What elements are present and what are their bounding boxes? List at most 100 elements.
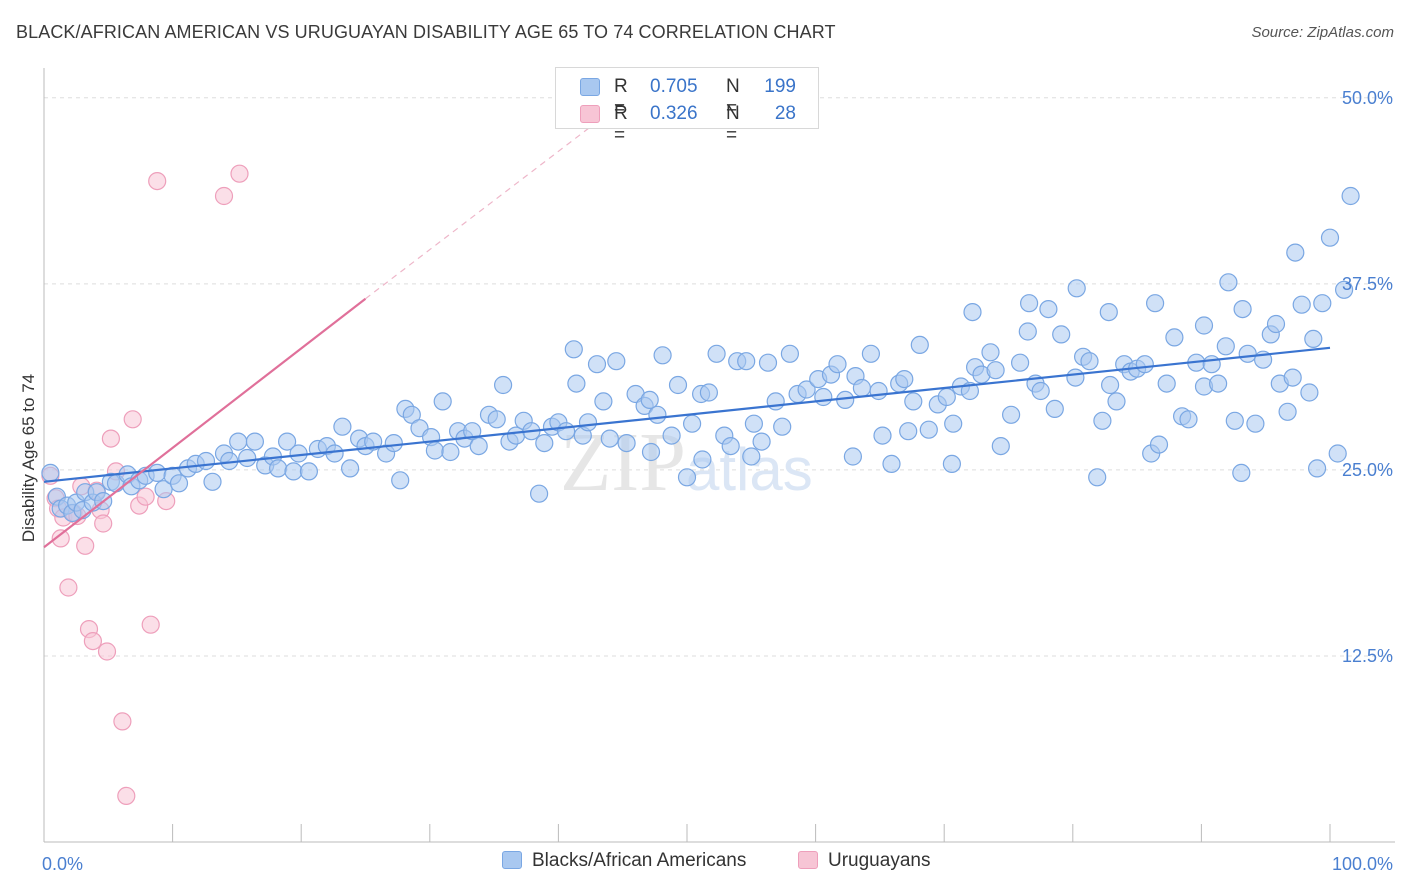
uruguayan-point bbox=[117, 786, 136, 806]
black-african-american-point bbox=[1039, 300, 1058, 319]
black-african-american-point bbox=[737, 352, 756, 371]
uruguayan-point bbox=[51, 529, 70, 548]
uruguayan-point bbox=[113, 712, 132, 731]
black-african-american-point bbox=[742, 447, 761, 466]
blacks-points bbox=[41, 186, 1360, 523]
black-african-american-point bbox=[600, 429, 619, 448]
black-african-american-point bbox=[469, 437, 488, 456]
y-tick-label: 12.5% bbox=[1342, 646, 1393, 666]
black-african-american-point bbox=[682, 414, 702, 433]
black-african-american-point bbox=[289, 444, 308, 463]
tick-labels: 12.5% 25.0% 37.5% 50.0% 0.0% 100.0% bbox=[42, 88, 1393, 874]
black-african-american-point bbox=[744, 414, 764, 433]
bottom-legend-label: Blacks/African Americans bbox=[532, 850, 747, 871]
black-african-american-point bbox=[587, 355, 607, 374]
black-african-american-point bbox=[1328, 444, 1347, 463]
black-african-american-point bbox=[564, 340, 583, 359]
black-african-american-point bbox=[773, 417, 792, 436]
black-african-american-point bbox=[986, 361, 1005, 380]
legend-r-label: R = bbox=[614, 76, 628, 119]
legend-n-label: N = bbox=[726, 103, 740, 146]
black-african-american-point bbox=[1238, 344, 1257, 363]
bottom-legend-swatch-pink bbox=[798, 851, 818, 869]
black-african-american-point bbox=[1300, 383, 1319, 402]
black-african-american-point bbox=[1001, 405, 1021, 424]
black-african-american-point bbox=[1010, 353, 1030, 372]
black-african-american-point bbox=[1225, 411, 1244, 430]
black-african-american-point bbox=[441, 442, 460, 462]
black-african-american-point bbox=[578, 413, 598, 432]
legend-n-value: 199 bbox=[764, 76, 796, 97]
black-african-american-point bbox=[797, 380, 816, 399]
black-african-american-point bbox=[1149, 435, 1169, 454]
bottom-legend-uruguayans: Uruguayans bbox=[798, 850, 930, 872]
black-african-american-point bbox=[1135, 355, 1154, 374]
black-african-american-point bbox=[1080, 352, 1099, 371]
uruguayan-point bbox=[83, 631, 103, 651]
black-african-american-point bbox=[1232, 463, 1251, 482]
source-credit: Source: ZipAtlas.com bbox=[1251, 24, 1394, 41]
black-african-american-point bbox=[203, 472, 222, 491]
uruguayan-point bbox=[148, 172, 167, 191]
legend: R = 0.705 N = 199 R = 0.326 N = 28 bbox=[555, 67, 819, 146]
black-african-american-point bbox=[861, 344, 881, 363]
black-african-american-point bbox=[148, 463, 167, 482]
black-african-american-point bbox=[942, 454, 962, 473]
black-african-american-point bbox=[1018, 322, 1037, 341]
black-african-american-point bbox=[556, 422, 576, 441]
uruguayan-point bbox=[76, 536, 95, 555]
black-african-american-point bbox=[1292, 295, 1311, 314]
black-african-american-point bbox=[1100, 375, 1120, 395]
black-african-american-point bbox=[341, 459, 360, 478]
black-african-american-point bbox=[433, 392, 452, 411]
black-african-american-point bbox=[814, 387, 833, 407]
black-african-american-point bbox=[1266, 314, 1286, 334]
black-african-american-point bbox=[594, 392, 613, 411]
black-african-american-point bbox=[1066, 368, 1085, 387]
black-african-american-point bbox=[1165, 328, 1184, 347]
black-african-american-point bbox=[852, 378, 872, 398]
black-african-american-point bbox=[1307, 459, 1327, 478]
black-african-american-point bbox=[1088, 468, 1107, 487]
legend-n-label: N = bbox=[726, 76, 740, 119]
trend-line-uruguayans-extension bbox=[365, 101, 624, 300]
black-african-american-point bbox=[707, 344, 726, 363]
legend-r-value: 0.326 bbox=[650, 103, 698, 124]
black-african-american-point bbox=[229, 432, 248, 451]
black-african-american-point bbox=[721, 437, 740, 456]
black-african-american-point bbox=[640, 390, 659, 409]
black-african-american-point bbox=[895, 370, 914, 389]
grid bbox=[44, 97, 1395, 657]
black-african-american-point bbox=[333, 417, 352, 436]
black-african-american-point bbox=[535, 434, 554, 453]
black-african-american-point bbox=[238, 448, 257, 468]
black-african-american-point bbox=[1179, 410, 1198, 429]
black-african-american-point bbox=[1099, 303, 1118, 322]
black-african-american-point bbox=[617, 434, 636, 453]
black-african-american-point bbox=[963, 303, 982, 322]
y-tick-label: 50.0% bbox=[1342, 88, 1393, 108]
black-african-american-point bbox=[1157, 374, 1176, 393]
black-african-american-point bbox=[662, 426, 681, 445]
legend-r-label: R = bbox=[614, 103, 628, 146]
black-african-american-point bbox=[1208, 374, 1228, 393]
black-african-american-point bbox=[402, 405, 421, 424]
y-axis-label: Disability Age 65 to 74 bbox=[19, 374, 38, 542]
black-african-american-point bbox=[981, 343, 1000, 362]
black-african-american-point bbox=[1320, 228, 1340, 247]
black-african-american-point bbox=[269, 459, 288, 478]
black-african-american-point bbox=[873, 426, 892, 445]
black-african-american-point bbox=[648, 405, 667, 424]
black-african-american-point bbox=[529, 484, 549, 503]
black-african-american-point bbox=[1246, 414, 1265, 433]
chart-title: BLACK/AFRICAN AMERICAN VS URUGUAYAN DISA… bbox=[16, 22, 836, 42]
black-african-american-point bbox=[991, 437, 1010, 456]
black-african-american-point bbox=[1194, 316, 1214, 335]
uruguayan-point bbox=[101, 429, 121, 448]
black-african-american-point bbox=[196, 451, 216, 471]
black-african-american-point bbox=[494, 375, 513, 395]
x-tick-label-max: 100.0% bbox=[1332, 854, 1393, 874]
black-african-american-point bbox=[169, 474, 189, 493]
black-african-american-point bbox=[1067, 279, 1086, 298]
black-african-american-point bbox=[1093, 411, 1112, 430]
